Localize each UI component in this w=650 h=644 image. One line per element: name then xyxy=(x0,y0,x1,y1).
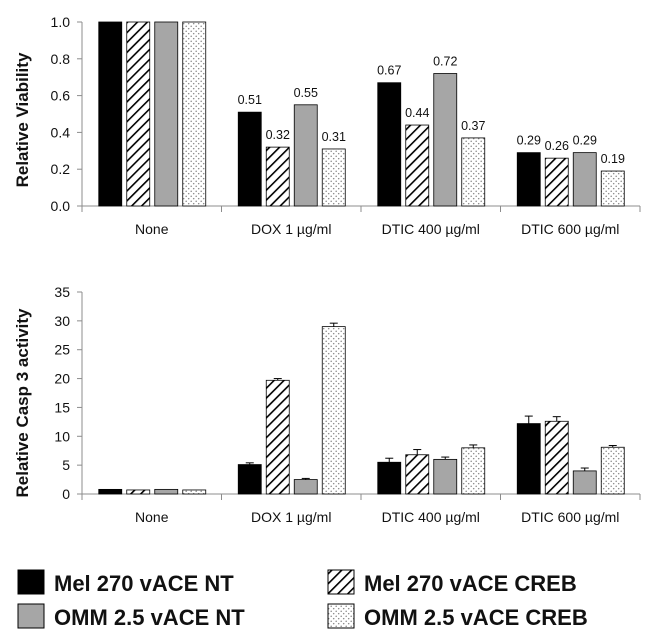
casp3-ytick-label: 10 xyxy=(54,428,70,444)
viability-bar-mel270-creb xyxy=(544,157,569,207)
viability-ytick-label: 0.2 xyxy=(51,161,71,177)
casp3-ytick-label: 20 xyxy=(54,371,70,387)
viability-bar-omm25-creb xyxy=(600,170,625,207)
viability-data-label: 0.19 xyxy=(601,152,625,166)
viability-ytick-label: 1.0 xyxy=(51,14,71,30)
viability-category-label: DTIC 400 µg/ml xyxy=(382,221,480,237)
viability-category-label: DOX 1 µg/ml xyxy=(251,221,331,237)
viability-bar-omm25-creb xyxy=(182,21,207,207)
viability-bar-mel270-nt xyxy=(237,111,262,207)
casp3-bar-omm25-creb xyxy=(321,326,346,495)
casp3-bar-omm25-creb xyxy=(182,489,207,495)
casp3-bar-mel270-creb xyxy=(544,420,569,495)
viability-chart: 0.0 0.2 0.4 0.6 0.8 1.0 Relative Viability None… xyxy=(13,14,641,237)
casp3-bar-omm25-nt xyxy=(293,479,318,495)
viability-bar-mel270-nt xyxy=(516,152,541,207)
casp3-bar-omm25-nt xyxy=(154,488,179,495)
viability-ytick-label: 0.6 xyxy=(51,88,71,104)
caspase-chart: 0 5 10 15 20 25 30 35 Relative Casp 3 activity No… xyxy=(13,284,641,525)
casp3-bar-mel270-creb xyxy=(405,454,430,495)
legend-swatch-mel270-creb xyxy=(327,569,355,595)
viability-data-label: 0.31 xyxy=(322,130,346,144)
casp3-ytick-label: 15 xyxy=(54,399,70,415)
casp3-y-axis-label: Relative Casp 3 activity xyxy=(13,308,32,498)
casp3-bar-omm25-nt xyxy=(572,470,597,495)
casp3-bar-omm25-creb xyxy=(600,446,625,495)
viability-category-label: DTIC 600 µg/ml xyxy=(521,221,619,237)
casp3-category-label: None xyxy=(135,509,169,525)
casp3-bar-mel270-nt xyxy=(516,423,541,495)
viability-data-label: 0.72 xyxy=(433,55,457,69)
legend-label-omm25-nt: OMM 2.5 vACE NT xyxy=(54,605,245,630)
viability-ytick-label: 0.8 xyxy=(51,51,71,67)
casp3-ytick-label: 25 xyxy=(54,342,70,358)
viability-y-axis-label: Relative Viability xyxy=(13,52,32,187)
viability-bar-mel270-creb xyxy=(265,146,290,207)
viability-ytick-label: 0.0 xyxy=(51,198,71,214)
casp3-ytick-label: 0 xyxy=(62,486,70,502)
legend-label-mel270-nt: Mel 270 vACE NT xyxy=(54,571,234,596)
legend-swatch-omm25-creb xyxy=(327,603,355,629)
viability-ytick-label: 0.4 xyxy=(51,124,71,140)
casp3-ytick-label: 5 xyxy=(62,457,70,473)
casp3-bar-mel270-nt xyxy=(98,488,123,495)
casp3-bar-omm25-creb xyxy=(461,447,486,495)
viability-bar-omm25-creb xyxy=(321,148,346,207)
viability-data-label: 0.67 xyxy=(377,64,401,78)
viability-data-label: 0.37 xyxy=(461,119,485,133)
casp3-category-label: DTIC 400 µg/ml xyxy=(382,509,480,525)
casp3-ytick-label: 35 xyxy=(54,284,70,300)
viability-data-label: 0.29 xyxy=(573,134,597,148)
viability-data-label: 0.55 xyxy=(294,86,318,100)
viability-bar-mel270-nt xyxy=(98,21,123,207)
viability-category-label: None xyxy=(135,221,169,237)
viability-bar-omm25-creb xyxy=(461,137,486,207)
viability-bar-omm25-nt xyxy=(433,73,458,207)
viability-bar-omm25-nt xyxy=(154,21,179,207)
viability-bar-mel270-creb xyxy=(126,21,151,207)
viability-data-label: 0.44 xyxy=(405,106,429,120)
casp3-bar-mel270-creb xyxy=(265,379,290,495)
viability-bar-mel270-creb xyxy=(405,124,430,207)
casp3-bar-mel270-nt xyxy=(237,464,262,495)
casp3-bar-mel270-creb xyxy=(126,489,151,495)
viability-data-label: 0.26 xyxy=(545,139,569,153)
viability-bar-omm25-nt xyxy=(572,152,597,207)
casp3-ytick-label: 30 xyxy=(54,313,70,329)
legend-label-omm25-creb: OMM 2.5 vACE CREB xyxy=(364,605,588,630)
casp3-bar-mel270-nt xyxy=(377,461,402,495)
legend-swatch-omm25-nt xyxy=(17,603,45,629)
legend: Mel 270 vACE NT Mel 270 vACE CREB OMM 2.5 … xyxy=(17,569,588,630)
viability-bar-mel270-nt xyxy=(377,82,402,207)
casp3-category-label: DOX 1 µg/ml xyxy=(251,509,331,525)
legend-label-mel270-creb: Mel 270 vACE CREB xyxy=(364,571,577,596)
viability-data-label: 0.51 xyxy=(238,93,262,107)
viability-bar-omm25-nt xyxy=(293,104,318,207)
viability-data-label: 0.29 xyxy=(517,134,541,148)
casp3-category-label: DTIC 600 µg/ml xyxy=(521,509,619,525)
casp3-bar-omm25-nt xyxy=(433,458,458,495)
legend-swatch-mel270-nt xyxy=(17,569,45,595)
viability-data-label: 0.32 xyxy=(266,128,290,142)
